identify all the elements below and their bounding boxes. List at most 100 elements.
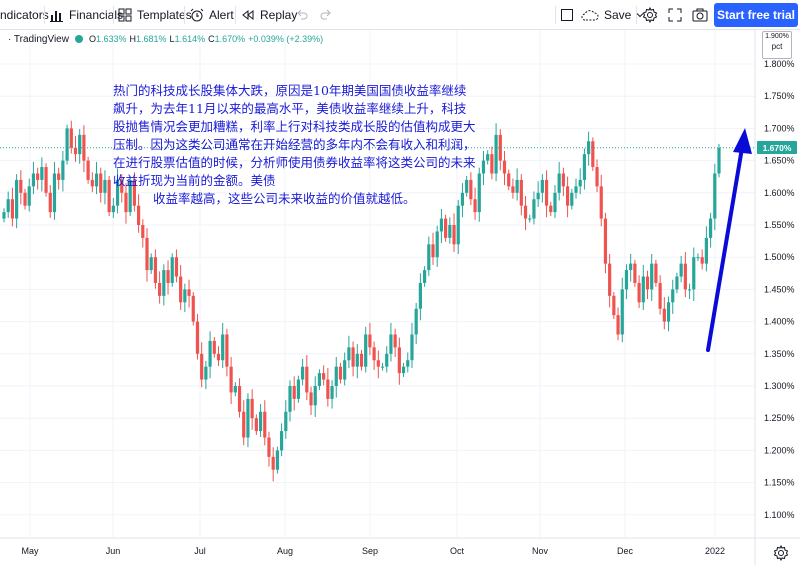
y-tick-label: 1.200% [764,445,795,455]
candle-body [183,289,187,303]
candle-body [73,147,78,155]
y-tick-label: 1.150% [764,478,795,488]
candle-body [48,192,52,213]
candle-body [305,366,309,393]
candle-body [393,334,397,348]
undo-button[interactable] [292,5,312,25]
x-tick-label: Aug [277,546,293,556]
toolbar-divider [235,6,236,24]
candle-body [132,179,136,206]
candle-body [515,179,519,193]
y-tick-label: 1.700% [764,123,795,133]
candle-body [460,192,465,206]
candle-body [57,173,61,180]
candle-body [279,431,284,451]
candle-body [380,366,385,368]
candle-body [561,173,565,187]
candle-body [99,173,103,193]
candle-body [82,134,86,161]
candle-body [195,321,200,354]
candle-body [532,199,536,219]
close-value: 1.670% [214,34,246,44]
candle-body [174,257,179,277]
candle-body [422,270,427,283]
settings-button[interactable] [640,5,660,25]
annotation-text[interactable]: 热门的科技成长股集体大跌，原因是10年期美国国债收益率继续飙升，为去年11月以来… [113,82,478,208]
y-tick-label: 1.250% [764,413,795,423]
x-tick-label: Nov [532,546,549,556]
candle-body [637,282,641,303]
candle-body [292,386,296,399]
financials-button[interactable]: Financials [50,0,123,30]
candle-body [225,334,229,367]
candle-body [595,167,599,187]
symbol-name[interactable]: · TradingView [8,33,69,45]
gear-icon [642,7,658,23]
y-tick-label: 1.300% [764,381,795,391]
candle-body [263,411,267,438]
candle-body [490,154,494,174]
candle-body [271,456,275,470]
candle-body [40,167,44,180]
redo-button[interactable] [316,5,336,25]
candle-body [78,134,82,155]
candle-body [704,237,708,264]
candle-body [599,186,603,219]
candle-body [179,276,183,303]
y-tick-label: 1.450% [764,284,795,294]
candle-body [19,179,23,193]
replay-button[interactable]: Replay [241,0,297,30]
high-label: H [129,34,137,44]
y-tick-label: 1.600% [764,188,795,198]
x-tick-label: Jun [106,546,121,556]
candle-body [376,360,380,367]
templates-button[interactable]: Templates [118,0,192,30]
candle-body [397,347,401,374]
candle-body [435,231,439,258]
price-chart[interactable]: 1.800% 1.750% 1.700% 1.650% 1.600% 1.550% 1.50… [0,30,800,565]
start-free-trial-button[interactable]: Start free trial [714,3,798,27]
candle-body [158,282,162,296]
candle-body [633,263,637,283]
toolbar-divider [113,6,114,24]
layout-button[interactable] [557,5,577,25]
annotation-paragraph-2: 收益率越高，这些公司未来收益的价值就越低。 [153,191,416,206]
open-value: 1.633% [95,34,127,44]
candle-body [645,276,650,290]
scale-unit-selector[interactable]: 1.900% pct [762,31,792,59]
x-tick-label: Jul [194,546,206,556]
candle-body [242,411,246,438]
snapshot-button[interactable] [690,5,710,25]
candle-body [15,179,19,219]
candle-body [326,379,330,399]
x-tick-label: May [21,546,39,556]
indicators-button[interactable]: ndicators [0,0,49,30]
fullscreen-button[interactable] [665,5,685,25]
candle-body [136,205,141,225]
candle-body [507,173,511,187]
candle-body [149,257,153,271]
candle-body [200,353,204,380]
candle-body [557,173,561,193]
candle-body [713,173,717,219]
candle-body [641,276,645,303]
candle-body [427,244,431,271]
candle-body [94,173,99,187]
candle-body [444,218,448,238]
candle-body [86,160,90,180]
candle-body [692,257,696,290]
x-tick-label: Dec [617,546,634,556]
candle-body [578,179,582,187]
candle-body [523,205,528,219]
candle-body [385,353,389,367]
alert-button[interactable]: Alert [190,0,234,30]
candle-body [233,386,237,393]
candle-body [216,353,221,361]
candle-body [683,263,687,290]
templates-icon [118,8,132,22]
chart-settings-button[interactable] [773,544,789,562]
candle-body [528,218,532,220]
candle-body [519,179,523,206]
chevron-down-icon [637,13,644,18]
save-button[interactable]: Save [581,0,650,30]
